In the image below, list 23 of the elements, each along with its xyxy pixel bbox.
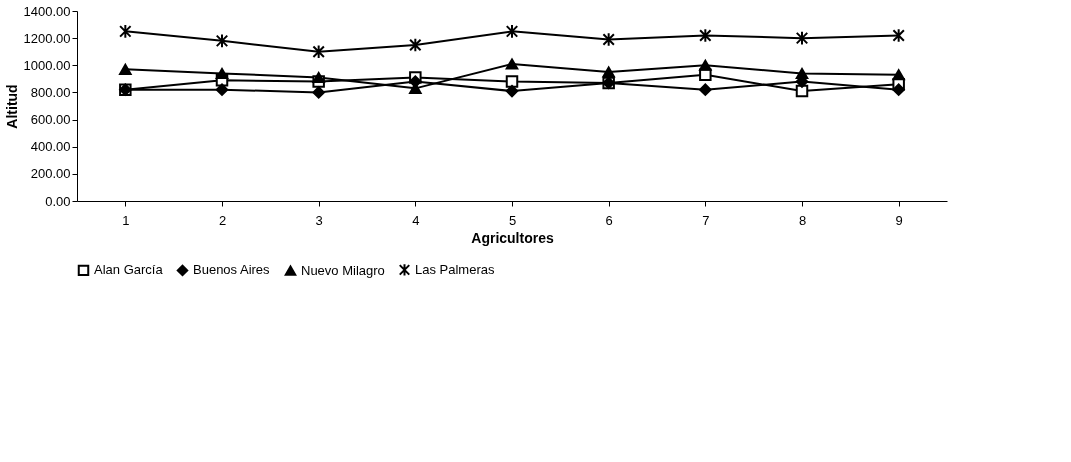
y-tick-label: 1400.00 [23, 3, 71, 19]
legend-label: Buenos Aires [193, 262, 271, 278]
x-tick-label: 8 [798, 212, 807, 228]
y-tick-label: 800.00 [30, 84, 71, 100]
x-tick-label: 3 [315, 212, 323, 228]
y-axis-title: Altitud [3, 84, 20, 129]
x-tick-label: 2 [218, 212, 227, 228]
legend-label: Alan García [94, 262, 164, 278]
y-tick-label: 1200.00 [23, 30, 71, 46]
y-tick-label: 0.00 [45, 193, 71, 209]
x-axis-title: Agricultores [471, 229, 554, 246]
x-tick-label: 5 [508, 212, 517, 228]
x-tick-label: 4 [412, 212, 420, 228]
x-tick-label: 9 [895, 212, 903, 228]
x-tick-label: 1 [122, 212, 130, 228]
y-tick-label: 1000.00 [23, 57, 71, 73]
y-tick-label: 400.00 [30, 139, 71, 155]
y-tick-label: 200.00 [30, 166, 71, 182]
legend-label: Nuevo Milagro [301, 262, 385, 278]
x-tick-label: 7 [702, 212, 710, 228]
x-tick-label: 6 [605, 212, 613, 228]
legend-label: Las Palmeras [415, 261, 495, 277]
y-tick-label: 600.00 [30, 112, 71, 128]
